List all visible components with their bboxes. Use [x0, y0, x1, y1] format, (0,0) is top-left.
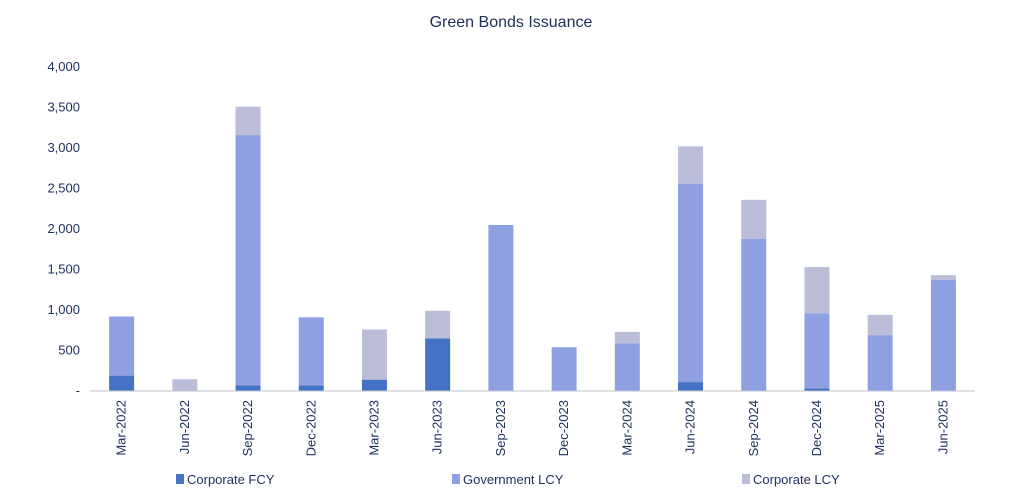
bar-segment-government-lcy — [614, 343, 640, 391]
x-tick-label: Dec-2023 — [556, 400, 571, 456]
bar-segment-corporate-lcy — [678, 146, 704, 184]
legend: Corporate FCY Government LCY Corporate LCY — [176, 472, 840, 487]
bar-segment-corporate-lcy — [804, 267, 830, 314]
y-tick-label: 500 — [58, 343, 80, 358]
bar-segment-government-lcy — [804, 313, 830, 389]
y-tick-label: - — [76, 383, 80, 398]
bar-segment-corporate-lcy — [930, 275, 956, 281]
bar-segment-corporate-fcy — [425, 338, 451, 391]
bar-segment-corporate-lcy — [172, 379, 198, 391]
x-tick-label: Mar-2025 — [872, 400, 887, 456]
bar-segment-government-lcy — [867, 335, 893, 391]
bar-segment-government-lcy — [109, 316, 135, 376]
legend-swatch — [176, 474, 184, 484]
legend-label: Corporate FCY — [187, 472, 275, 487]
x-tick-label: Sep-2022 — [240, 400, 255, 456]
x-tick-label: Mar-2022 — [114, 400, 129, 456]
bar-segment-government-lcy — [551, 347, 577, 391]
bars-group — [109, 106, 956, 391]
y-tick-label: 1,000 — [47, 302, 80, 317]
x-tick-label: Dec-2022 — [303, 400, 318, 456]
bar-segment-government-lcy — [298, 317, 324, 386]
bar-segment-corporate-lcy — [741, 199, 767, 239]
bar-segment-corporate-fcy — [109, 375, 135, 391]
bar-segment-corporate-fcy — [804, 388, 830, 391]
legend-label: Corporate LCY — [753, 472, 840, 487]
legend-swatch — [452, 474, 460, 484]
bar-segment-government-lcy — [930, 280, 956, 391]
x-tick-label: Sep-2024 — [746, 400, 761, 456]
x-tick-label: Jun-2023 — [430, 400, 445, 454]
bar-segment-government-lcy — [488, 224, 514, 391]
y-axis: - 500 1,000 1,500 2,000 2,500 3,000 3,500 4,000 — [47, 59, 80, 398]
bar-segment-corporate-lcy — [361, 329, 387, 380]
legend-swatch — [742, 474, 750, 484]
bar-segment-corporate-lcy — [867, 314, 893, 336]
x-tick-label: Jun-2024 — [683, 400, 698, 454]
bar-segment-government-lcy — [678, 183, 704, 383]
bar-segment-corporate-fcy — [361, 379, 387, 391]
chart-title: Green Bonds Issuance — [430, 14, 593, 31]
y-tick-label: 4,000 — [47, 59, 80, 74]
bar-segment-corporate-lcy — [425, 310, 451, 339]
y-tick-label: 3,500 — [47, 100, 80, 115]
bar-segment-government-lcy — [235, 135, 261, 386]
x-tick-label: Jun-2025 — [935, 400, 950, 454]
legend-label: Government LCY — [463, 472, 564, 487]
x-tick-label: Sep-2023 — [493, 400, 508, 456]
bar-segment-corporate-lcy — [235, 106, 261, 136]
bar-segment-corporate-fcy — [298, 385, 324, 391]
x-tick-label: Mar-2023 — [366, 400, 381, 456]
bar-segment-corporate-fcy — [678, 382, 704, 391]
y-tick-label: 2,000 — [47, 221, 80, 236]
x-tick-label: Mar-2024 — [619, 400, 634, 456]
bar-segment-government-lcy — [741, 238, 767, 391]
y-tick-label: 3,000 — [47, 140, 80, 155]
y-tick-label: 1,500 — [47, 262, 80, 277]
x-tick-label: Jun-2022 — [177, 400, 192, 454]
x-axis: Mar-2022 Jun-2022 Sep-2022 Dec-2022 Mar-2023… — [114, 400, 951, 456]
bar-segment-corporate-lcy — [614, 331, 640, 344]
y-tick-label: 2,500 — [47, 181, 80, 196]
bar-segment-corporate-fcy — [235, 385, 261, 391]
x-tick-label: Dec-2024 — [809, 400, 824, 456]
